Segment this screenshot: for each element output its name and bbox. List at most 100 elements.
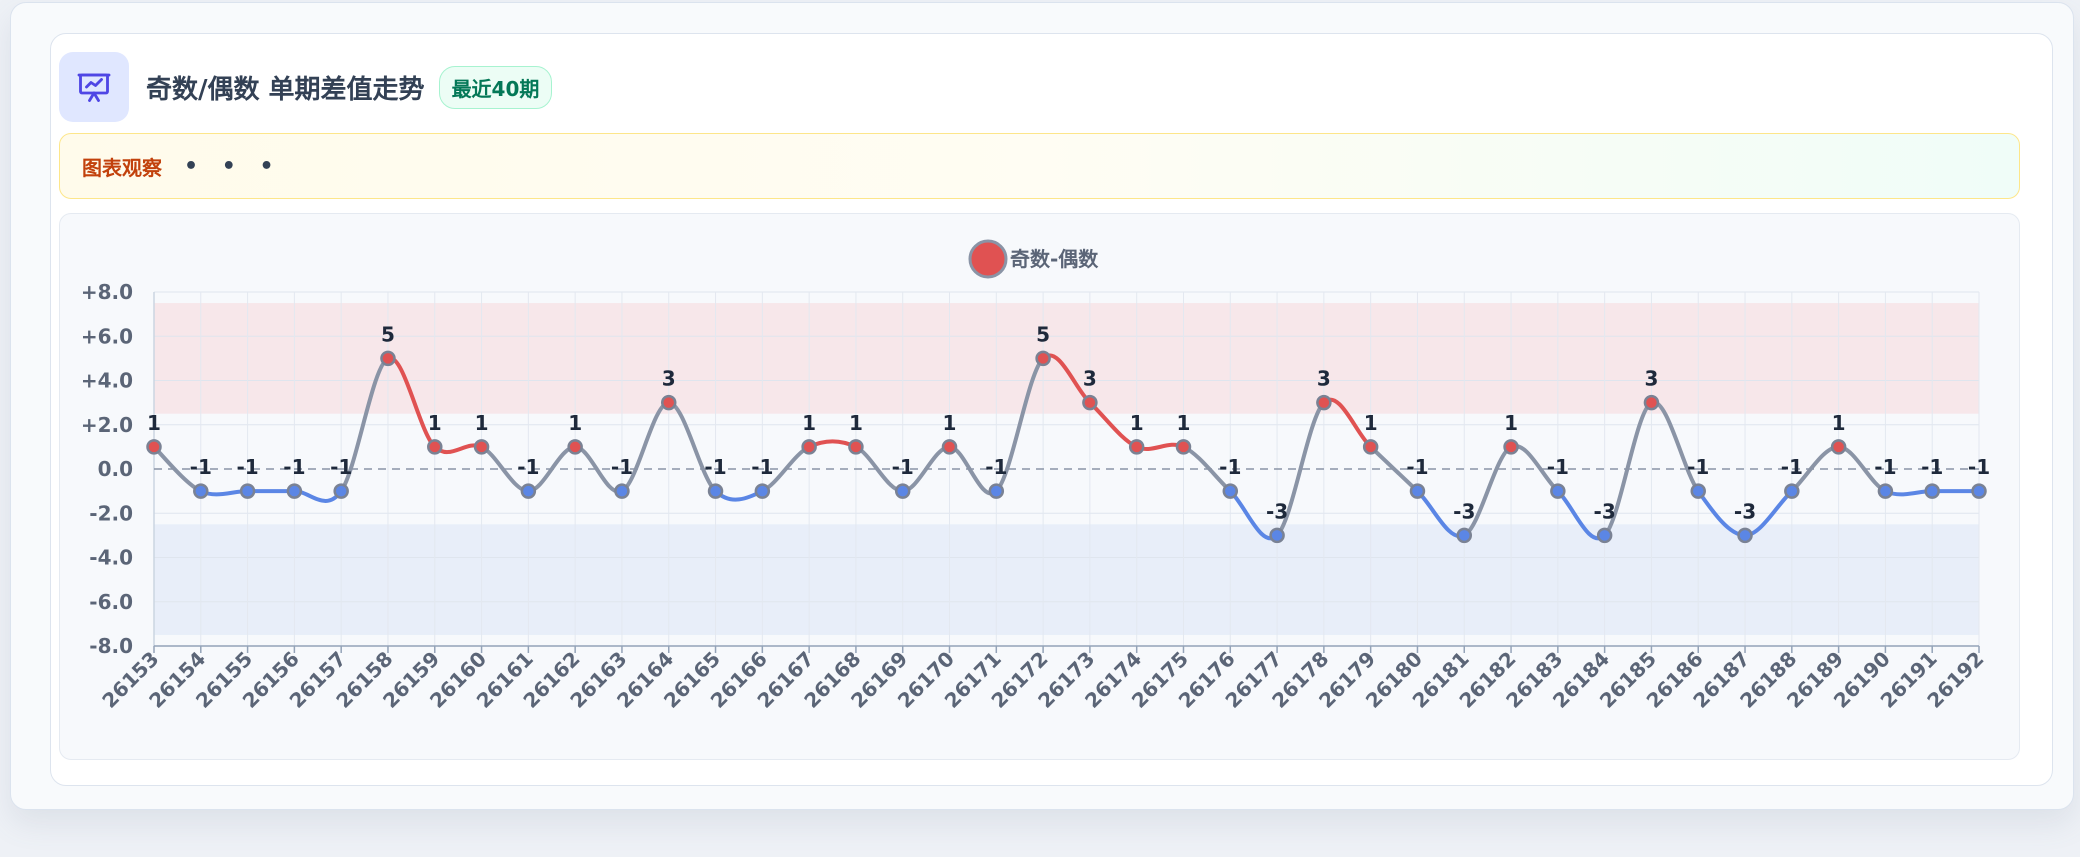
data-label: -1 [1874,455,1896,479]
data-point [1128,439,1145,455]
data-label: -1 [1687,455,1709,479]
data-point [1877,483,1894,499]
data-point [941,439,958,455]
data-point [1690,483,1706,499]
data-point [1222,483,1239,499]
data-point [380,350,396,367]
series-line-segment [994,356,1046,494]
data-label: -1 [330,455,352,479]
observation-label: 图表观察 [82,155,162,180]
data-label: 1 [802,411,816,435]
legend-label: 奇数-偶数 [1010,247,1099,271]
presentation-chart-icon [59,52,129,122]
y-tick-label: -8.0 [89,634,133,658]
data-point [1269,527,1285,544]
upper-band [154,303,1979,414]
data-point [427,439,443,455]
data-label: 1 [1504,411,1518,435]
data-point [333,483,349,499]
data-label: 1 [568,411,582,435]
y-tick-label: +6.0 [81,324,133,348]
data-label: -1 [190,455,212,479]
data-point [146,439,162,455]
data-point [707,483,724,499]
data-label: 3 [1644,367,1658,391]
data-label: -3 [1266,499,1288,523]
data-label: -1 [1406,455,1428,479]
data-label: 1 [1364,411,1378,435]
data-label: -3 [1453,499,1475,523]
data-label: 1 [943,411,957,435]
data-point [1596,527,1613,544]
data-point [1971,483,1987,499]
data-label: -3 [1734,499,1756,523]
data-label: 1 [1832,411,1846,435]
data-label: -1 [283,455,305,479]
data-label: 5 [381,322,395,346]
data-point [988,483,1005,499]
series-line-segment [1602,400,1654,538]
data-label: 1 [428,411,442,435]
data-label: -1 [751,455,773,479]
data-point [1456,527,1473,544]
data-point [1924,483,1940,499]
more-dots-icon[interactable]: • • • [184,153,282,179]
period-badge[interactable]: 最近40期 [438,65,553,109]
data-label: 1 [147,411,161,435]
data-label: 1 [1130,411,1144,435]
data-label: -1 [1921,455,1943,479]
data-point [848,439,864,455]
data-point [1784,483,1800,499]
legend-marker [968,239,1008,279]
data-label: -1 [892,455,914,479]
data-label: -1 [1547,455,1569,479]
data-label: 3 [1317,367,1331,391]
data-label: -1 [611,455,633,479]
data-point [1643,394,1660,411]
data-label: -1 [704,455,726,479]
data-point [1503,439,1519,455]
data-point [1316,394,1332,411]
data-point [567,439,583,455]
data-point [660,394,677,411]
data-point [193,483,209,499]
y-tick-label: +8.0 [81,280,133,304]
data-point [1830,439,1847,455]
data-label: 1 [475,411,489,435]
data-label: -1 [985,455,1007,479]
data-point [1550,483,1566,499]
observation-bar[interactable]: 图表观察 • • • [59,133,2020,199]
y-tick-label: +2.0 [81,413,133,437]
data-label: -1 [1219,455,1241,479]
data-label: 3 [662,367,676,391]
data-label: -1 [517,455,539,479]
y-tick-label: -2.0 [89,501,133,525]
data-point [894,483,911,499]
data-label: 5 [1036,322,1050,346]
y-tick-label: -6.0 [89,590,133,614]
data-label: -1 [1968,455,1990,479]
series-line-segment [1275,400,1326,538]
lower-band [154,524,1979,635]
data-point [520,483,537,499]
data-label: 1 [849,411,863,435]
data-point [1409,483,1426,499]
data-label: 3 [1083,367,1097,391]
y-tick-label: -4.0 [89,546,133,570]
data-point [473,439,490,455]
data-label: -3 [1594,499,1616,523]
data-label: -1 [1781,455,1803,479]
data-point [614,483,630,499]
data-point [1175,439,1192,455]
data-point [1035,350,1051,367]
y-tick-label: +4.0 [81,369,133,393]
y-tick-label: 0.0 [98,457,133,481]
data-point [1737,527,1753,544]
data-point [286,483,303,499]
data-point [801,439,817,455]
series-line-segment [339,356,390,494]
card-header: 奇数/偶数 单期差值走势 最近40期 [59,52,553,122]
data-point [1082,394,1098,411]
data-point [239,483,256,499]
